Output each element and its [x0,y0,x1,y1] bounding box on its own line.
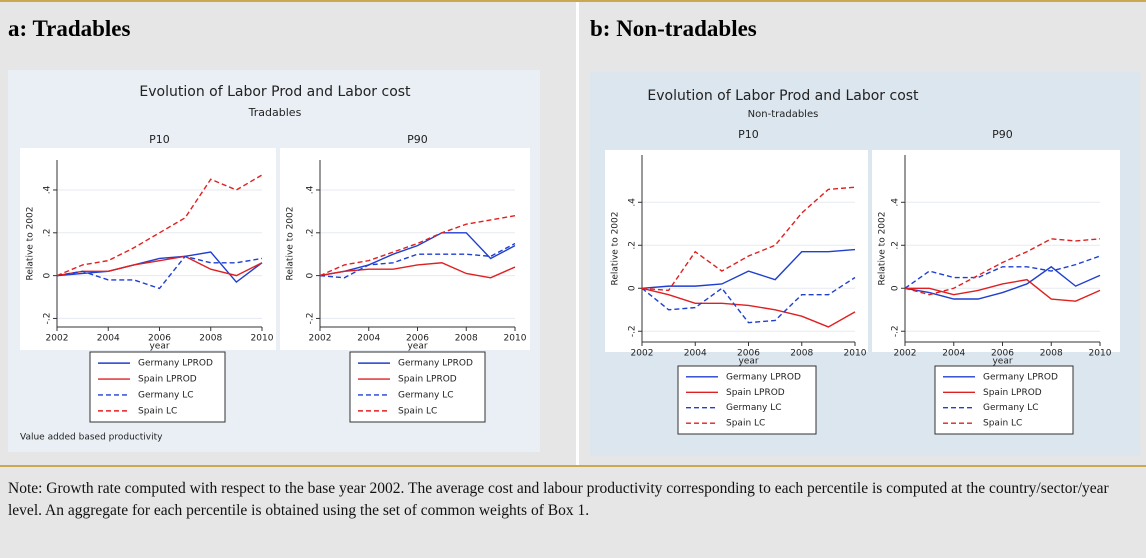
figure-title: Evolution of Labor Prod and Labor cost [647,88,919,104]
x-tick-label: 2010 [844,349,867,359]
legend-label: Germany LC [726,403,782,413]
y-axis-label: Relative to 2002 [611,212,621,286]
note: Note: Growth rate computed with respect … [8,480,1109,519]
legend-label: Germany LC [398,390,454,400]
legend-label: Germany LPROD [726,372,801,382]
legend-label: Germany LC [983,403,1039,413]
y-axis-label: Relative to 2002 [878,212,888,286]
y-tick-label: -.2 [891,325,901,337]
y-tick-label: -.2 [628,325,638,337]
x-tick-label: 2010 [504,334,527,344]
series-line [56,255,263,290]
series-line [641,248,856,289]
legend-label: Germany LPROD [398,359,473,369]
legend-label: Spain LC [983,419,1022,429]
figure-title: Evolution of Labor Prod and Labor cost [139,84,411,100]
y-tick-label: .4 [891,198,901,207]
x-tick-label: 2004 [357,334,380,344]
x-tick-label: 2004 [684,349,707,359]
legend-label: Spain LC [398,406,437,416]
top-rule [0,0,1146,2]
panel-heading: b: Non-tradables [590,16,757,41]
x-tick-label: 2002 [631,349,654,359]
plot-region [605,150,868,352]
series-line [904,238,1101,296]
series-line [904,265,1101,300]
x-axis-label: year [992,357,1012,367]
chart-title: P90 [407,133,428,146]
x-axis-label: year [738,357,758,367]
panel-heading: a: Tradables [8,16,131,41]
series-line [905,278,1101,302]
legend-label: Spain LPROD [398,375,457,385]
legend-label: Spain LPROD [726,388,785,398]
x-tick-label: 2006 [737,349,760,359]
series-line [641,287,856,328]
x-tick-label: 2002 [46,334,69,344]
x-tick-label: 2008 [455,334,478,344]
y-axis-label: Relative to 2002 [26,207,36,281]
series-line [641,186,856,292]
legend-label: Spain LC [726,419,765,429]
series-line [56,255,263,277]
y-tick-label: 0 [306,272,316,278]
chart-title: P10 [738,128,759,141]
x-axis-label: year [407,342,427,352]
x-axis-label: year [149,342,169,352]
series-line [56,174,263,277]
y-tick-label: .4 [306,185,316,194]
x-tick-label: 2008 [790,349,813,359]
y-tick-label: .4 [628,198,638,207]
y-tick-label: 0 [628,285,638,291]
cell-divider [576,2,579,466]
legend-label: Spain LPROD [983,388,1042,398]
x-tick-label: 2008 [199,334,222,344]
series-line [904,255,1101,289]
row-rule [0,465,1146,467]
series-line [319,242,516,279]
y-tick-label: .2 [306,228,316,237]
plot-region [280,148,530,350]
y-tick-label: 0 [43,272,53,278]
x-tick-label: 2006 [406,334,429,344]
y-tick-label: .2 [891,241,901,250]
x-tick-label: 2010 [1089,349,1112,359]
figure-note: Value added based productivity [20,433,163,443]
plot-region [20,148,276,350]
x-tick-label: 2006 [148,334,171,344]
y-tick-label: .4 [43,185,53,194]
legend-label: Germany LC [138,390,194,400]
plot-region [872,150,1120,352]
x-tick-label: 2002 [309,334,332,344]
y-tick-label: -.2 [306,313,316,325]
legend-label: Germany LPROD [138,359,213,369]
legend-label: Spain LPROD [138,375,197,385]
series-line [319,262,516,279]
figure-subtitle: Non-tradables [748,109,819,120]
chart-title: P90 [992,128,1013,141]
x-tick-label: 2002 [894,349,917,359]
y-axis-label: Relative to 2002 [286,207,296,281]
series-line [641,276,856,324]
y-tick-label: .2 [43,228,53,237]
series-line [319,232,516,277]
figure-subtitle: Tradables [248,106,302,119]
x-tick-label: 2004 [942,349,965,359]
x-tick-label: 2004 [97,334,120,344]
y-tick-label: .2 [628,241,638,250]
y-tick-label: 0 [891,285,901,291]
series-line [56,251,263,283]
x-tick-label: 2006 [991,349,1014,359]
legend-label: Spain LC [138,406,177,416]
chart-title: P10 [149,133,170,146]
y-tick-label: -.2 [43,313,53,325]
x-tick-label: 2008 [1040,349,1063,359]
legend-label: Germany LPROD [983,372,1058,382]
series-line [319,214,516,277]
x-tick-label: 2010 [251,334,274,344]
